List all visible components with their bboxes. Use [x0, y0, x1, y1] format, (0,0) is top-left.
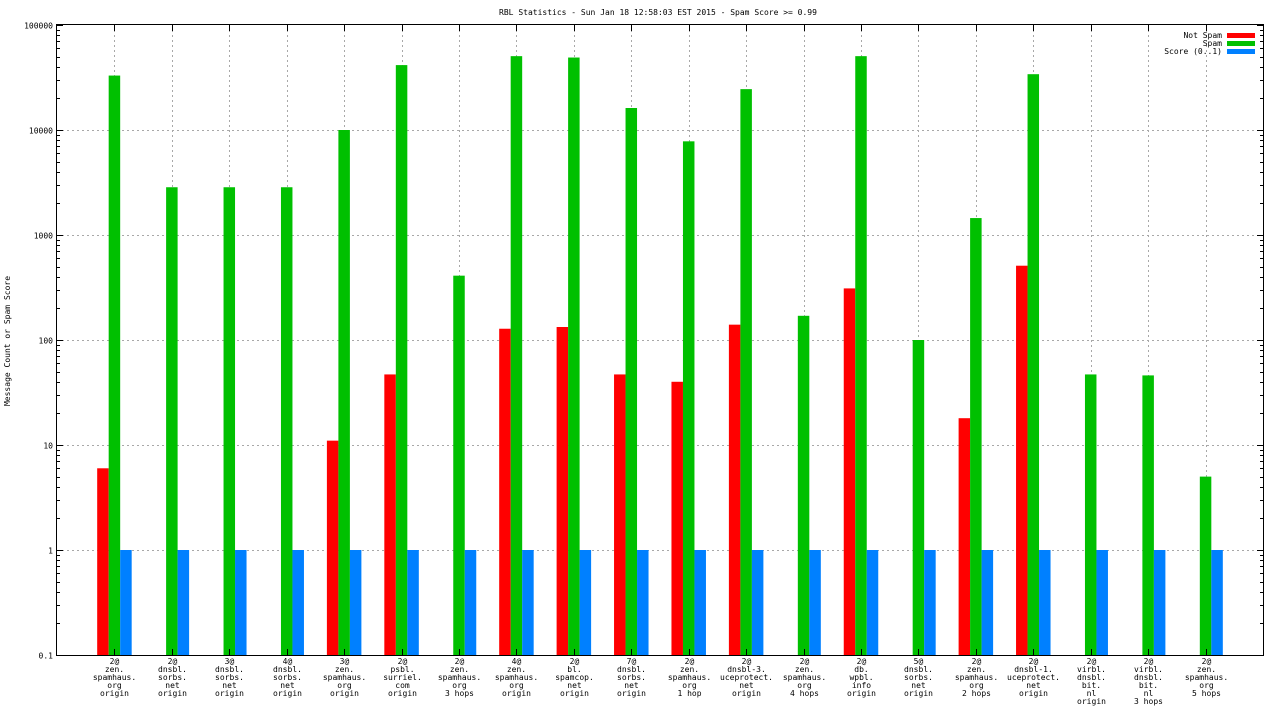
x-tick-label: 4@ dnsbl. sorbs. net origin — [273, 657, 302, 698]
x-tick-label: 2@ db. wpbl. info origin — [847, 657, 876, 698]
spam-bar — [338, 130, 350, 655]
x-tick-label: 2@ zen. spamhaus. org 1 hop — [668, 657, 711, 698]
x-tick-label: 2@ zen. spamhaus. org 4 hops — [783, 657, 826, 698]
score-bar — [120, 550, 132, 655]
spam-bar — [1142, 375, 1154, 655]
legend-label: Spam — [1203, 39, 1222, 48]
spam-bar — [223, 187, 236, 656]
not-spam-bar — [958, 418, 971, 655]
score-bar — [1096, 550, 1108, 655]
not-spam-bar — [1016, 265, 1028, 655]
y-tick-label: 100000 — [24, 22, 53, 31]
x-tick-label: 2@ zen. spamhaus. org 3 hops — [438, 657, 481, 698]
x-tick-label: 2@ psbl. surriel. com origin — [383, 657, 422, 698]
chart-title: RBL Statistics - Sun Jan 18 12:58:03 EST… — [499, 8, 817, 17]
spam-bar — [1199, 476, 1212, 655]
not-spam-bar — [499, 328, 511, 655]
x-tick-label: 4@ zen. spamhaus. org origin — [495, 657, 538, 698]
not-spam-bar — [384, 374, 396, 655]
not-spam-bar — [97, 468, 109, 655]
score-bar — [1039, 550, 1051, 655]
score-bar — [349, 550, 362, 655]
not-spam-bar — [843, 288, 856, 655]
spam-bar — [166, 187, 178, 656]
y-tick-label: 1000 — [34, 232, 53, 241]
score-bar — [809, 550, 821, 655]
x-tick-label: 5@ dnsbl. sorbs. net origin — [904, 657, 933, 698]
spam-bar — [625, 108, 638, 655]
x-tick-label: 2@ bl. spamcop. net origin — [555, 657, 594, 698]
legend-swatch — [1227, 33, 1255, 38]
spam-bar — [740, 89, 752, 655]
score-bar — [522, 550, 534, 655]
spam-bar — [510, 56, 523, 655]
legend-label: Not Spam — [1183, 31, 1222, 40]
spam-bar — [453, 275, 465, 655]
score-bar — [177, 550, 190, 655]
score-bar — [694, 550, 706, 655]
x-tick-label: 7@ dnsbl. sorbs. net origin — [617, 657, 646, 698]
spam-bar — [108, 75, 121, 655]
spam-bar — [1084, 374, 1097, 655]
score-bar — [866, 550, 879, 655]
x-tick-label: 2@ dnsbl-1. uceprotect. net origin — [1007, 657, 1060, 698]
score-bar — [1153, 550, 1166, 655]
score-bar — [292, 550, 304, 655]
axes: 0.1 1 10 100 1000 10000 100000 2@ zen. spamhaus. o… — [24, 22, 1263, 706]
score-bar — [235, 550, 247, 655]
legend-swatch — [1227, 41, 1255, 46]
x-tick-label: 2@ virbl. dnsbl. bit. nl 3 hops — [1134, 657, 1163, 706]
x-tick-label: 2@ zen. spamhaus. org 2 hops — [955, 657, 998, 698]
spam-bar — [568, 57, 580, 655]
score-bar — [637, 550, 649, 655]
spam-bar — [912, 340, 925, 655]
score-bar — [751, 550, 764, 655]
not-spam-bar — [326, 440, 339, 655]
spam-bar — [1027, 74, 1040, 655]
spam-bar — [682, 141, 695, 655]
y-tick-label: 10000 — [29, 127, 53, 136]
x-tick-label: 2@ dnsbl. sorbs. net origin — [158, 657, 187, 698]
not-spam-bar — [671, 381, 683, 655]
y-tick-label: 100 — [39, 337, 54, 346]
y-tick-label: 1 — [48, 547, 53, 556]
score-bar — [924, 550, 936, 655]
not-spam-bar — [556, 327, 569, 655]
spam-bar — [280, 187, 293, 656]
y-axis-label: Message Count or Spam Score — [3, 276, 12, 406]
spam-bar — [395, 65, 408, 656]
score-bar — [981, 550, 994, 655]
legend-label: Score (0..1) — [1164, 47, 1222, 56]
plot-frame — [56, 24, 1264, 656]
x-tick-label: 3@ dnsbl. sorbs. net origin — [215, 657, 244, 698]
x-tick-label: 2@ dnsbl-3. uceprotect. net origin — [720, 657, 773, 698]
legend-swatch — [1227, 49, 1255, 54]
spam-bar — [855, 56, 867, 655]
spam-bar — [797, 315, 810, 655]
x-tick-label: 3@ zen. spamhaus. org origin — [323, 657, 366, 698]
y-tick-label: 0.1 — [39, 652, 54, 661]
x-tick-label: 2@ zen. spamhaus. org origin — [93, 657, 136, 698]
score-bar — [1211, 550, 1223, 655]
x-tick-label: 2@ zen. spamhaus. org 5 hops — [1185, 657, 1228, 698]
spam-bar — [970, 218, 982, 655]
score-bar — [407, 550, 419, 655]
x-tick-label: 2@ virbl. dnsbl. bit. nl origin — [1077, 657, 1106, 706]
y-tick-label: 10 — [43, 442, 53, 451]
not-spam-bar — [614, 374, 626, 655]
bars — [97, 56, 1223, 656]
score-bar — [464, 550, 477, 655]
not-spam-bar — [728, 324, 741, 655]
score-bar — [579, 550, 592, 655]
